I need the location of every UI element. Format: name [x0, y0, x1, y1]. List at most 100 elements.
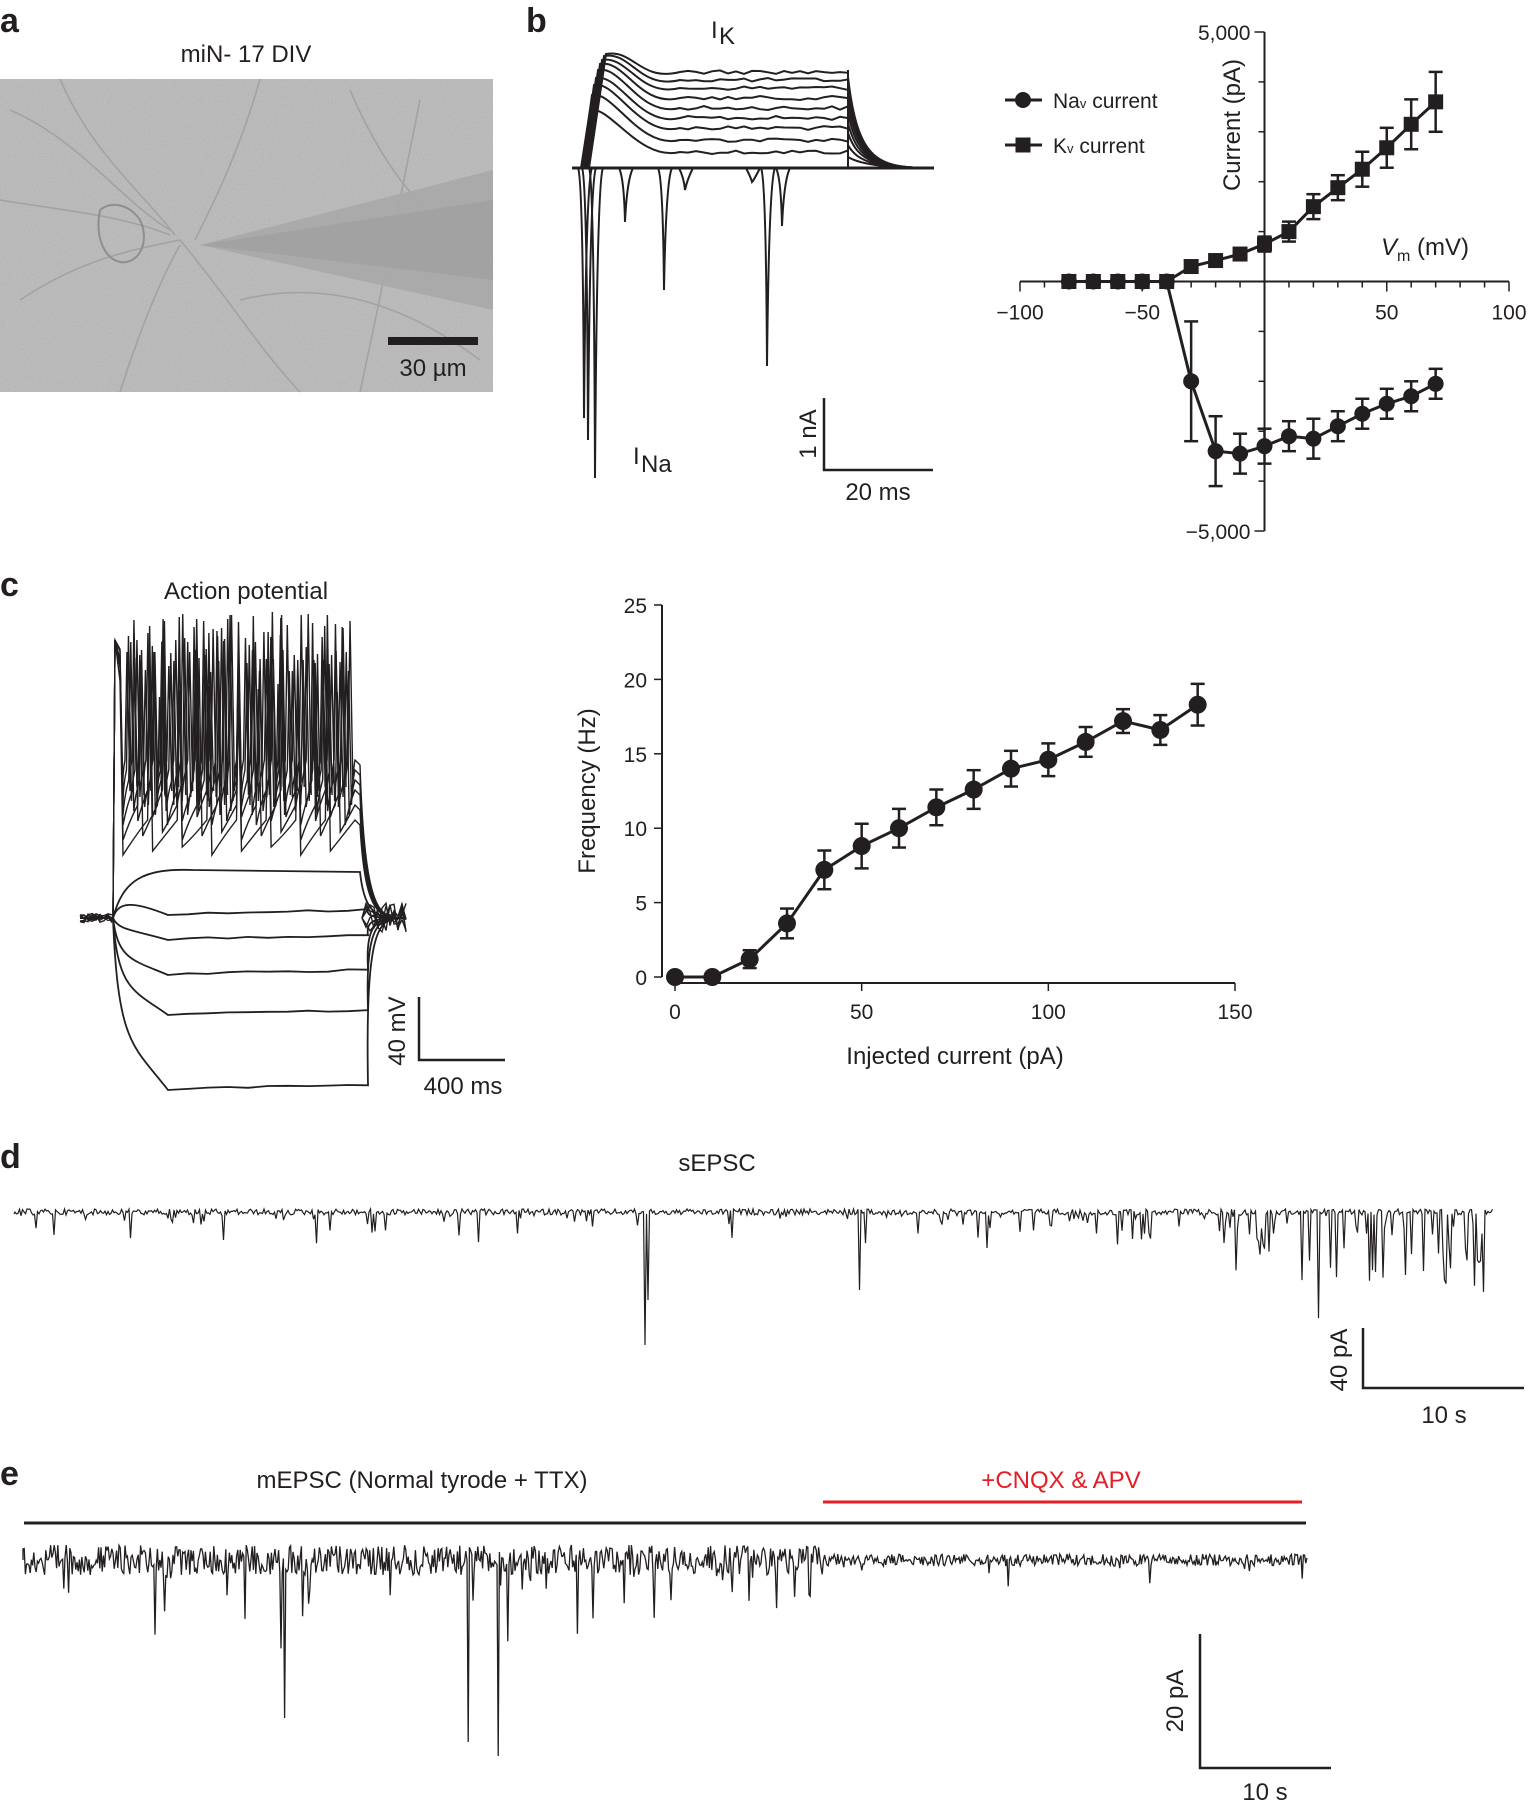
ina-spike — [760, 167, 776, 367]
fi-y-tick-label: 0 — [635, 967, 647, 990]
fi-point — [852, 837, 871, 856]
iv-point — [1281, 224, 1297, 240]
svg-text:K: K — [719, 23, 735, 50]
mepsc-trace — [22, 1542, 1308, 1757]
iv-point — [1354, 405, 1371, 422]
fi-point — [1188, 695, 1207, 714]
action-potential-traces — [79, 611, 407, 1091]
fi-y-tick-label: 10 — [624, 818, 647, 841]
ik-trace — [572, 108, 935, 169]
sepsc-trace — [13, 1206, 1494, 1346]
panel-e-title: mEPSC (Normal tyrode + TTX) — [257, 1467, 588, 1494]
spiking-trace — [112, 613, 406, 919]
panel-d-scalebar-y: 40 pA — [1326, 1329, 1353, 1392]
svg-text:I: I — [633, 443, 640, 470]
iv-point — [1257, 236, 1272, 252]
ik-trace — [572, 68, 935, 169]
iv-x-axis-label: Vm (mV) — [1381, 234, 1469, 265]
iv-x-tick-label: 100 — [1491, 302, 1526, 325]
iv-legend-entry: Kv current — [1005, 135, 1145, 158]
iv-point — [1183, 259, 1199, 275]
legend-label: Kv current — [1053, 135, 1145, 158]
iv-point — [1232, 445, 1249, 462]
microscope-image — [0, 78, 494, 393]
fi-y-tick-label: 5 — [635, 893, 647, 916]
iv-point — [1305, 199, 1321, 215]
panel-e-scalebar-x: 10 s — [1242, 1779, 1287, 1806]
fi-y-tick-label: 15 — [624, 744, 647, 767]
fi-point — [964, 780, 983, 799]
rest-noise-right — [361, 901, 407, 932]
hyperpolarizing-trace — [80, 917, 406, 941]
iv-point — [1329, 418, 1346, 435]
iv-point — [1403, 388, 1420, 405]
spiking-trace — [112, 614, 406, 919]
iv-point — [1428, 94, 1444, 110]
ina-spike — [657, 167, 673, 291]
iv-point — [1379, 140, 1395, 156]
legend-marker — [1015, 137, 1031, 153]
fi-point — [890, 819, 908, 838]
ina-spike — [745, 167, 761, 184]
fi-series-line — [675, 703, 1199, 979]
iv-point — [1207, 443, 1224, 460]
rest-noise-left — [79, 914, 113, 922]
ina-spike — [618, 167, 634, 223]
hyperpolarizing-trace — [80, 917, 406, 1016]
fi-point — [1151, 720, 1170, 739]
iv-x-tick-label: −100 — [996, 302, 1043, 325]
iv-point — [1403, 116, 1419, 132]
ik-label: I K — [711, 17, 735, 50]
fi-point — [1039, 750, 1058, 769]
svg-text:Na: Na — [641, 451, 672, 478]
iv-point — [1061, 274, 1077, 289]
iv-point — [1085, 274, 1101, 289]
iv-point — [1183, 373, 1200, 390]
drug-label: +CNQX & APV — [981, 1467, 1140, 1494]
fi-point — [1002, 759, 1020, 778]
fi-x-tick-label: 0 — [669, 1001, 681, 1024]
iv-point — [1208, 253, 1224, 269]
panel-d-scalebar-x: 10 s — [1421, 1402, 1466, 1429]
fi-point — [1076, 732, 1095, 751]
panel-c-scalebar-y: 40 mV — [384, 996, 411, 1065]
ik-trace — [572, 62, 935, 169]
ik-trace — [572, 54, 935, 169]
fi-point — [815, 860, 834, 879]
hyperpolarizing-trace — [80, 917, 406, 1091]
panel-a-title: miN- 17 DIV — [181, 41, 312, 68]
spiking-trace — [112, 639, 406, 919]
scale-bar-label: 30 µm — [399, 355, 466, 382]
fi-x-tick-label: 100 — [1031, 1001, 1066, 1024]
fi-point — [666, 968, 684, 986]
iv-point — [1330, 180, 1346, 196]
iv-point — [1280, 428, 1297, 445]
panel-a-label: a — [0, 2, 20, 40]
ik-trace — [572, 83, 935, 169]
iv-x-tick-label: 50 — [1375, 302, 1398, 325]
ina-spike — [775, 167, 791, 227]
iv-point — [1110, 274, 1126, 289]
ina-spike — [581, 167, 597, 441]
spiking-trace — [112, 614, 406, 919]
ik-trace — [572, 76, 935, 169]
panel-b-scalebar-x: 20 ms — [845, 479, 910, 506]
iv-legend-entry: Nav current — [1005, 90, 1158, 113]
iv-point — [1427, 375, 1444, 392]
fi-x-tick-label: 150 — [1217, 1001, 1252, 1024]
ina-label: I Na — [633, 443, 672, 478]
fi-point — [778, 914, 796, 933]
panel-e-scalebar — [1198, 1634, 1331, 1770]
panel-c-label: c — [0, 566, 19, 604]
panel-d-label: d — [0, 1138, 21, 1176]
ina-spike — [577, 167, 593, 419]
ik-trace — [572, 93, 935, 169]
frequency-current-chart: 0 50 100 150 0 5 10 15 20 25 Injected current (pA)… — [574, 595, 1253, 1070]
panel-b-label: b — [526, 2, 547, 40]
iv-point — [1378, 395, 1395, 412]
iv-point — [1354, 161, 1370, 177]
hyperpolarizing-trace — [80, 917, 406, 976]
panel-e-scalebar-y: 20 pA — [1162, 1670, 1189, 1733]
iv-y-tick-label: 5,000 — [1198, 22, 1251, 45]
legend-label: Nav current — [1053, 90, 1158, 113]
